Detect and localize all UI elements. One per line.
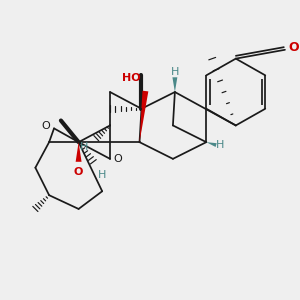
Text: HO: HO [122, 73, 140, 83]
Text: O: O [289, 41, 299, 54]
Text: H: H [80, 142, 88, 152]
Text: O: O [41, 122, 50, 131]
Text: H: H [98, 169, 106, 180]
Polygon shape [172, 77, 177, 92]
Polygon shape [206, 142, 217, 147]
Text: H: H [171, 68, 179, 77]
Polygon shape [140, 91, 148, 142]
Text: O: O [74, 167, 83, 177]
Polygon shape [76, 142, 82, 162]
Text: H: H [216, 140, 224, 150]
Text: O: O [113, 154, 122, 164]
